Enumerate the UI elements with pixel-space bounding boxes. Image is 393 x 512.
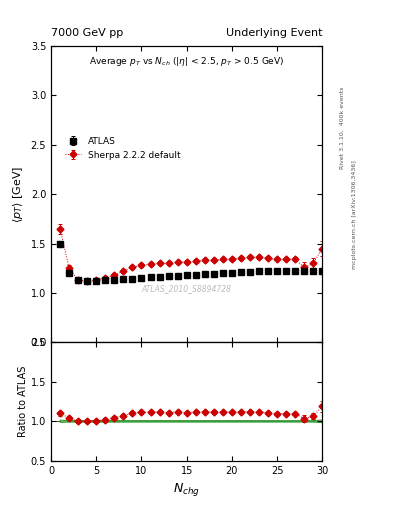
Text: 7000 GeV pp: 7000 GeV pp (51, 28, 123, 38)
Text: Average $p_T$ vs $N_{ch}$ ($|\eta|$ < 2.5, $p_T$ > 0.5 GeV): Average $p_T$ vs $N_{ch}$ ($|\eta|$ < 2.… (89, 55, 285, 68)
Legend: ATLAS, Sherpa 2.2.2 default: ATLAS, Sherpa 2.2.2 default (61, 134, 184, 163)
X-axis label: $N_{chg}$: $N_{chg}$ (173, 481, 200, 498)
Y-axis label: Ratio to ATLAS: Ratio to ATLAS (18, 366, 28, 437)
Text: Rivet 3.1.10,  400k events: Rivet 3.1.10, 400k events (340, 87, 345, 169)
Text: Underlying Event: Underlying Event (226, 28, 322, 38)
Text: ATLAS_2010_S8894728: ATLAS_2010_S8894728 (141, 285, 232, 293)
Text: mcplots.cern.ch [arXiv:1306.3436]: mcplots.cern.ch [arXiv:1306.3436] (352, 161, 357, 269)
Y-axis label: $\langle p_T \rangle$ [GeV]: $\langle p_T \rangle$ [GeV] (11, 165, 25, 223)
